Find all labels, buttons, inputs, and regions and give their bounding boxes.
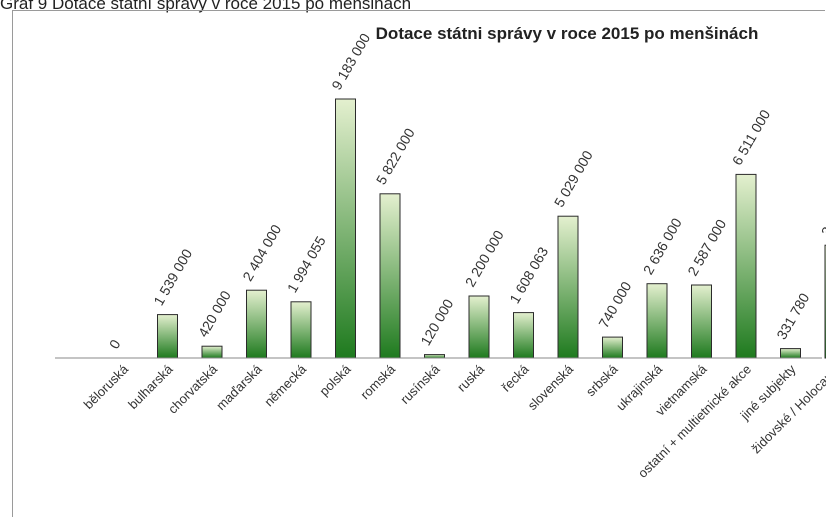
value-label-3: 2 404 000 (239, 222, 284, 284)
category-label-2: chorvatská (165, 361, 221, 417)
bar-7 (424, 354, 445, 359)
bar-11 (602, 336, 623, 359)
chart-title: Dotace státni správy v roce 2015 po menš… (376, 24, 759, 43)
category-label-10: slovenská (525, 361, 577, 413)
bar-5 (335, 98, 356, 359)
bar-8 (468, 295, 490, 359)
category-label-4: německá (261, 361, 309, 409)
category-label-3: maďarská (213, 361, 265, 413)
value-label-12: 2 636 000 (640, 215, 685, 277)
category-label-0: běloruská (81, 361, 132, 412)
category-label-11: srbská (583, 361, 621, 399)
value-label-16: 3 998 000 (818, 177, 826, 239)
value-label-5: 9 183 000 (328, 30, 373, 92)
figure-caption: Graf 9 Dotace státní správy v roce 2015 … (0, 0, 412, 13)
value-label-14: 6 511 000 (729, 107, 774, 168)
value-label-1: 1 539 000 (150, 246, 195, 308)
bar-1 (157, 314, 178, 359)
bar-2 (201, 345, 223, 359)
value-label-8: 2 200 000 (462, 227, 507, 289)
value-label-2: 420 000 (195, 288, 234, 340)
bar-12 (646, 283, 668, 359)
bar-3 (246, 289, 267, 359)
category-label-5: polská (316, 361, 354, 399)
bar-9 (513, 312, 534, 359)
category-label-6: romská (357, 361, 398, 402)
bar-6 (379, 193, 401, 359)
value-label-6: 5 822 000 (373, 125, 418, 187)
category-label-9: řecká (499, 361, 533, 395)
bar-15 (780, 348, 801, 359)
value-label-13: 2 587 000 (684, 216, 729, 278)
value-label-4: 1 994 055 (284, 233, 329, 295)
bar-10 (557, 215, 579, 359)
bar-13 (691, 284, 712, 359)
category-label-7: rusínská (397, 361, 443, 407)
value-label-7: 120 000 (417, 296, 456, 348)
value-label-15: 331 780 (773, 290, 812, 342)
value-label-10: 5 029 000 (551, 148, 596, 210)
bar-4 (290, 301, 312, 359)
value-label-9: 1 608 063 (506, 244, 551, 306)
value-label-11: 740 000 (595, 279, 634, 331)
value-label-0: 0 (106, 337, 124, 352)
category-label-8: ruská (454, 361, 488, 395)
chart-frame (12, 10, 825, 517)
bar-14 (735, 173, 757, 359)
